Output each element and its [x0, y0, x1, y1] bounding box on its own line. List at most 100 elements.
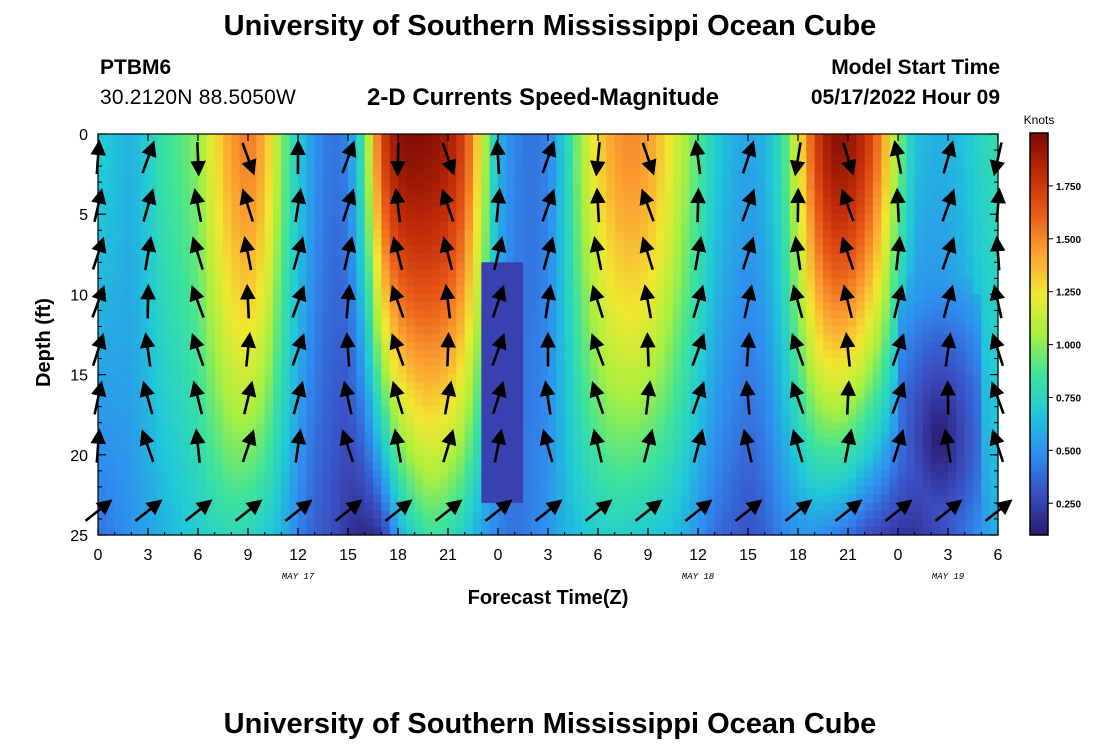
heat-cell — [773, 302, 782, 312]
heat-cell — [264, 294, 274, 304]
heat-cell — [464, 350, 474, 360]
heat-cell — [906, 270, 916, 279]
heat-cell — [623, 214, 632, 223]
heat-cell — [664, 310, 674, 320]
heat-cell — [164, 390, 174, 400]
heat-cell — [273, 406, 282, 416]
heat-cell — [256, 142, 266, 151]
heat-cell — [381, 382, 391, 392]
heat-cell — [856, 494, 866, 504]
heat-cell — [498, 318, 507, 328]
heat-cell — [714, 134, 724, 143]
heat-cell — [648, 310, 657, 320]
heat-cell — [406, 198, 416, 207]
heat-cell — [864, 422, 874, 432]
heat-cell — [173, 158, 182, 167]
heat-cell — [823, 270, 832, 279]
heat-cell — [964, 462, 974, 472]
heat-cell — [648, 222, 657, 231]
heat-cell — [564, 246, 574, 255]
heat-cell — [648, 206, 657, 215]
heat-cell — [314, 350, 324, 360]
heat-cell — [489, 366, 499, 376]
heat-cell — [373, 334, 382, 344]
heat-cell — [339, 206, 349, 215]
heat-cell — [531, 406, 541, 416]
heat-cell — [673, 246, 682, 255]
heat-cell — [456, 454, 466, 464]
heat-cell — [539, 286, 549, 295]
heat-cell — [706, 158, 716, 167]
heat-cell — [706, 190, 716, 199]
heat-cell — [373, 398, 382, 408]
heat-cell — [973, 398, 982, 408]
heat-cell — [773, 422, 782, 432]
heat-cell — [389, 310, 399, 320]
heat-cell — [214, 502, 224, 512]
heat-cell — [314, 254, 324, 263]
heat-cell — [823, 454, 832, 464]
heat-cell — [881, 422, 891, 432]
heat-cell — [639, 446, 649, 456]
heat-cell — [148, 222, 157, 231]
heat-cell — [689, 462, 699, 472]
heat-cell — [614, 278, 624, 287]
heat-cell — [981, 382, 991, 392]
heat-cell — [581, 462, 591, 472]
heat-cell — [623, 206, 632, 215]
heat-cell — [173, 142, 182, 151]
heat-cell — [698, 406, 707, 416]
heat-cell — [314, 398, 324, 408]
heat-cell — [273, 310, 282, 320]
heat-cell — [473, 134, 482, 143]
heat-cell — [456, 326, 466, 336]
heat-cell — [214, 174, 224, 183]
heat-cell — [523, 350, 532, 360]
heat-cell — [648, 374, 657, 384]
heat-cell — [881, 150, 891, 159]
heat-cell — [498, 494, 507, 504]
heat-cell — [648, 406, 657, 416]
heat-cell — [564, 310, 574, 320]
heat-cell — [173, 438, 182, 448]
heat-cell — [831, 198, 841, 207]
heat-cell — [314, 366, 324, 376]
heat-cell — [164, 366, 174, 376]
heat-cell — [248, 494, 257, 504]
heat-cell — [456, 430, 466, 440]
heat-cell — [223, 446, 232, 456]
heat-cell — [139, 222, 149, 231]
heat-cell — [464, 374, 474, 384]
heat-cell — [773, 278, 782, 287]
heat-cell — [581, 230, 591, 239]
heat-cell — [873, 150, 882, 159]
heat-cell — [364, 286, 374, 295]
heat-cell — [989, 462, 999, 472]
heat-cell — [756, 446, 766, 456]
heat-cell — [656, 438, 666, 448]
heat-cell — [389, 182, 399, 191]
heat-cell — [948, 174, 957, 183]
heat-cell — [723, 190, 732, 199]
heat-cell — [989, 398, 999, 408]
heat-cell — [823, 374, 832, 384]
heat-cell — [914, 470, 924, 480]
heat-cell — [756, 310, 766, 320]
heat-cell — [973, 166, 982, 175]
heat-cell — [714, 158, 724, 167]
heat-cell — [889, 478, 899, 488]
heat-cell — [398, 446, 407, 456]
heat-cell — [648, 398, 657, 408]
heat-cell — [298, 214, 307, 223]
heat-cell — [606, 390, 616, 400]
heat-cell — [439, 150, 449, 159]
heat-cell — [664, 398, 674, 408]
heat-cell — [873, 286, 882, 295]
heat-cell — [423, 350, 432, 360]
heat-cell — [373, 342, 382, 352]
heat-cell — [273, 422, 282, 432]
heat-cell — [964, 374, 974, 384]
heat-cell — [548, 486, 557, 496]
heat-cell — [364, 142, 374, 151]
heat-cell — [673, 494, 682, 504]
